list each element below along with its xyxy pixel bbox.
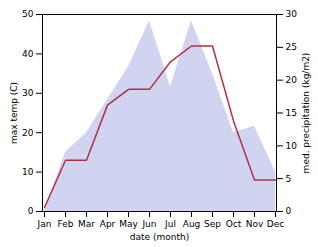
- svg-text:Sep: Sep: [204, 219, 221, 229]
- svg-text:Jun: Jun: [141, 219, 156, 229]
- svg-text:med. precipitation (kg/m2): med. precipitation (kg/m2): [301, 53, 311, 174]
- svg-text:date (month): date (month): [130, 232, 189, 242]
- svg-text:0: 0: [28, 206, 34, 216]
- svg-text:10: 10: [286, 141, 298, 151]
- svg-text:Jul: Jul: [164, 219, 176, 229]
- svg-text:Feb: Feb: [58, 219, 74, 229]
- svg-text:40: 40: [22, 49, 34, 59]
- svg-text:Jan: Jan: [37, 219, 52, 229]
- svg-text:Aug: Aug: [183, 219, 201, 229]
- svg-text:Nov: Nov: [246, 219, 264, 229]
- svg-text:10: 10: [22, 167, 34, 177]
- svg-text:5: 5: [286, 174, 292, 184]
- svg-text:30: 30: [22, 88, 34, 98]
- svg-text:50: 50: [22, 9, 34, 19]
- svg-text:max temp (C): max temp (C): [9, 82, 19, 144]
- svg-text:Mar: Mar: [78, 219, 95, 229]
- svg-text:Dec: Dec: [267, 219, 284, 229]
- svg-text:Apr: Apr: [100, 219, 116, 229]
- svg-text:Oct: Oct: [226, 219, 242, 229]
- svg-text:May: May: [119, 219, 138, 229]
- svg-text:20: 20: [286, 75, 298, 85]
- svg-text:30: 30: [286, 9, 298, 19]
- svg-text:20: 20: [22, 128, 34, 138]
- svg-text:0: 0: [286, 206, 292, 216]
- svg-text:25: 25: [286, 42, 297, 52]
- svg-text:15: 15: [286, 108, 297, 118]
